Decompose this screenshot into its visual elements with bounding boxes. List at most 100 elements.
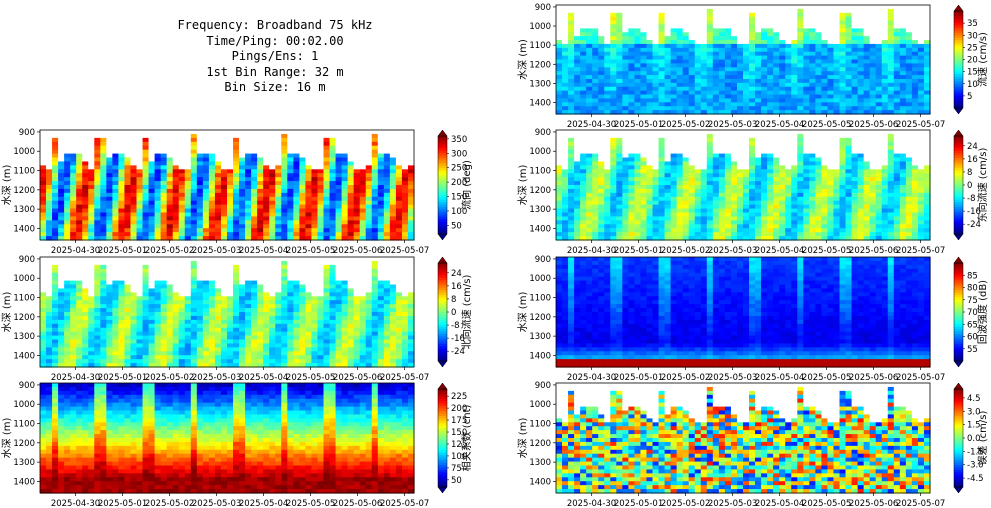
- heatmap-cell: [616, 102, 623, 107]
- heatmap-cell: [905, 12, 913, 18]
- heatmap-cell: [881, 8, 889, 14]
- heatmap-cell: [281, 220, 288, 225]
- heatmap-cell: [76, 177, 83, 182]
- heatmap-cell: [251, 173, 258, 178]
- heatmap-cell: [317, 169, 325, 174]
- heatmap-cell: [688, 141, 696, 147]
- heatmap-cell: [202, 161, 210, 166]
- heatmap-cell: [749, 67, 756, 72]
- heatmap-cell: [640, 208, 648, 214]
- heatmap-cell: [863, 94, 871, 100]
- heatmap-cell: [815, 161, 823, 166]
- heatmap-cell: [905, 110, 913, 115]
- heatmap-cell: [148, 161, 156, 166]
- heatmap-cell: [809, 20, 816, 26]
- heatmap-cell: [700, 169, 708, 174]
- heatmap-cell: [118, 228, 126, 233]
- heatmap-cell: [227, 220, 234, 225]
- heatmap-cell: [220, 165, 228, 170]
- heatmap-cell: [70, 177, 77, 182]
- heatmap-cell: [923, 28, 931, 33]
- heatmap-cell: [622, 16, 629, 22]
- heatmap-cell: [881, 59, 889, 64]
- heatmap-cell: [706, 24, 714, 29]
- heatmap-cell: [622, 75, 629, 80]
- heatmap-cell: [347, 204, 355, 210]
- heatmap-cell: [574, 71, 581, 76]
- heatmap-cell: [634, 165, 642, 170]
- heatmap-cell: [797, 149, 804, 155]
- heatmap-cell: [857, 75, 865, 80]
- heatmap-cell: [118, 169, 126, 174]
- heatmap-cell: [616, 75, 623, 80]
- heatmap-cell: [172, 200, 180, 206]
- heatmap-cell: [628, 220, 636, 225]
- heatmap-cell: [815, 51, 823, 57]
- heatmap-cell: [178, 212, 186, 218]
- heatmap-cell: [682, 28, 690, 33]
- heatmap-cell: [568, 212, 575, 218]
- heatmap-cell: [341, 188, 349, 194]
- heatmap-cell: [670, 141, 678, 147]
- heatmap-cell: [779, 177, 786, 182]
- colorbar-segment: [954, 20, 963, 24]
- heatmap-cell: [833, 90, 841, 96]
- heatmap-cell: [718, 232, 726, 237]
- heatmap-cell: [761, 43, 768, 49]
- heatmap-cell: [839, 86, 847, 92]
- heatmap-cell: [881, 43, 889, 49]
- heatmap-cell: [245, 173, 252, 178]
- heatmap-cell: [586, 59, 593, 64]
- heatmap-cell: [160, 165, 168, 170]
- heatmap-cell: [899, 43, 907, 49]
- heatmap-cell: [323, 153, 331, 159]
- heatmap-cell: [208, 145, 216, 151]
- heatmap-cell: [646, 86, 654, 92]
- heatmap-cell: [275, 141, 282, 147]
- heatmap-cell: [646, 75, 654, 80]
- y-tick-label: 1100: [13, 167, 35, 177]
- heatmap-cell: [887, 32, 895, 37]
- heatmap-cell: [365, 153, 373, 159]
- heatmap-cell: [779, 141, 786, 147]
- heatmap-cell: [791, 47, 798, 53]
- heatmap-cell: [305, 157, 313, 163]
- heatmap-cell: [730, 236, 738, 241]
- heatmap-cell: [767, 185, 774, 190]
- heatmap-cell: [239, 141, 246, 147]
- heatmap-cell: [670, 20, 678, 26]
- heatmap-cell: [568, 228, 575, 233]
- heatmap-cell: [76, 220, 83, 225]
- heatmap-cell: [251, 149, 258, 155]
- heatmap-cell: [598, 82, 605, 88]
- heatmap-cell: [196, 236, 204, 241]
- heatmap-cell: [869, 36, 877, 41]
- heatmap-cell: [124, 208, 132, 214]
- heatmap-cell: [598, 86, 605, 92]
- heatmap-cell: [676, 98, 684, 103]
- heatmap-cell: [383, 169, 391, 174]
- heatmap-cell: [743, 71, 750, 76]
- heatmap-cell: [616, 220, 623, 225]
- heatmap-cell: [688, 196, 696, 202]
- heatmap-cell: [604, 78, 611, 84]
- heatmap-cell: [797, 228, 804, 233]
- heatmap-cell: [88, 165, 95, 170]
- heatmap-cell: [287, 177, 294, 182]
- heatmap-cell: [833, 24, 841, 29]
- heatmap-cell: [791, 24, 798, 29]
- heatmap-cell: [664, 196, 672, 202]
- heatmap-cell: [736, 28, 744, 33]
- heatmap-cell: [82, 208, 89, 214]
- heatmap-cell: [562, 161, 569, 166]
- heatmap-cell: [341, 185, 349, 190]
- heatmap-cell: [299, 133, 307, 139]
- heatmap-cell: [797, 94, 804, 100]
- heatmap-cell: [586, 106, 593, 111]
- heatmap-cell: [682, 149, 690, 155]
- heatmap-cell: [281, 196, 288, 202]
- heatmap-cell: [833, 177, 841, 182]
- heatmap-cell: [598, 8, 605, 14]
- heatmap-cell: [779, 228, 786, 233]
- heatmap-cell: [317, 153, 325, 159]
